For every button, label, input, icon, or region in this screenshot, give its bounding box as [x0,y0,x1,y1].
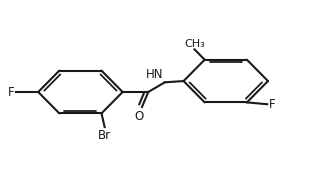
Text: F: F [8,86,14,98]
Text: O: O [134,110,143,123]
Text: Br: Br [98,128,111,141]
Text: CH₃: CH₃ [184,38,205,49]
Text: HN: HN [146,68,163,81]
Text: F: F [268,98,275,111]
